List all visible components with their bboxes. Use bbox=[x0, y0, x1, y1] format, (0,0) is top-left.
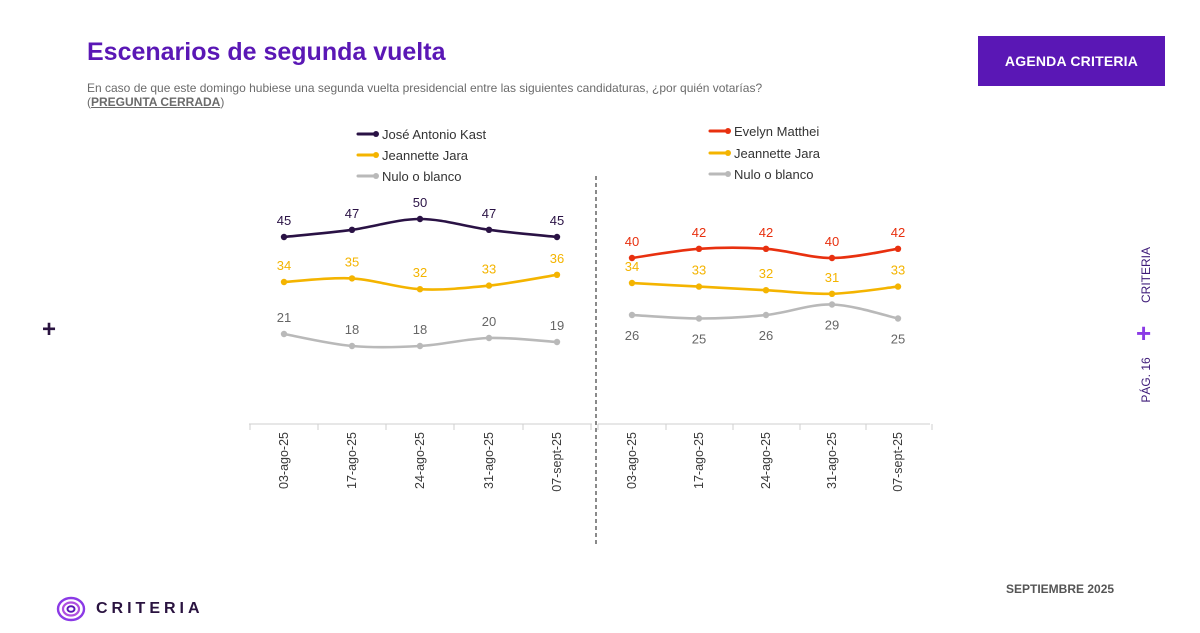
panel-2-series-1-data-label: 40 bbox=[625, 234, 639, 249]
panel-2-series-2-data-label: 33 bbox=[692, 263, 706, 278]
page-title: Escenarios de segunda vuelta bbox=[87, 38, 446, 66]
panel-2-legend-marker-1 bbox=[725, 128, 731, 134]
panel-1-series-2-point bbox=[553, 271, 561, 278]
panel-2-series-2-point bbox=[828, 290, 836, 297]
criteria-logo: CRITERIA bbox=[56, 596, 204, 622]
panel-2-series-1-data-label: 42 bbox=[891, 225, 905, 240]
panel-2-series-1-data-label: 42 bbox=[759, 225, 773, 240]
panel-1-series-3-data-label: 19 bbox=[550, 318, 564, 333]
panel-1-series-2-data-label: 35 bbox=[345, 254, 359, 269]
panel-1-series-2-point bbox=[416, 286, 424, 293]
panel-1-series-3-point bbox=[485, 334, 493, 342]
panel-2-legend-marker-3 bbox=[725, 171, 731, 177]
question-body: En caso de que este domingo hubiese una … bbox=[87, 81, 763, 95]
panel-1-x-tick-label: 17-ago-25 bbox=[345, 432, 359, 489]
panel-2-series-3-data-label: 26 bbox=[759, 328, 773, 343]
side-plus-icon: + bbox=[1136, 318, 1152, 348]
panel-2-series-3-data-label: 29 bbox=[825, 318, 839, 333]
panel-2-series-1-point bbox=[695, 245, 703, 252]
panel-2-series-2-data-label: 32 bbox=[759, 266, 773, 281]
panel-1-series-2-data-label: 33 bbox=[482, 262, 496, 277]
panel-1-x-tick-label: 03-ago-25 bbox=[277, 432, 291, 489]
panel-1-series-2-data-label: 32 bbox=[413, 265, 427, 280]
panel-2-x-tick-label: 17-ago-25 bbox=[692, 432, 706, 489]
panel-1-series-1-data-label: 47 bbox=[345, 206, 359, 221]
report-date: SEPTIEMBRE 2025 bbox=[1006, 582, 1115, 596]
panel-1-series-3-data-label: 18 bbox=[413, 322, 427, 337]
panel-1-x-tick-label: 07-sept-25 bbox=[550, 432, 564, 492]
panel-2-series-3-point bbox=[628, 311, 636, 319]
criteria-logo-icon bbox=[56, 596, 86, 622]
panel-1-legend-marker-2 bbox=[373, 152, 379, 158]
panel-2-series-3-data-label: 26 bbox=[625, 328, 639, 343]
panel-1-series-1-data-label: 47 bbox=[482, 206, 496, 221]
panel-1-legend-label-1: José Antonio Kast bbox=[382, 127, 486, 142]
panel-1-series-3-data-label: 20 bbox=[482, 314, 496, 329]
question-text: En caso de que este domingo hubiese una … bbox=[87, 81, 887, 109]
panel-1-legend-label-3: Nulo o blanco bbox=[382, 169, 462, 184]
panel-2-legend-label-2: Jeannette Jara bbox=[734, 146, 821, 161]
panel-1-series-2-point bbox=[280, 278, 288, 286]
panel-2-legend-label-3: Nulo o blanco bbox=[734, 167, 814, 182]
panel-1-series-2-data-label: 34 bbox=[277, 258, 291, 273]
panel-1-series-1-data-label: 45 bbox=[550, 213, 564, 228]
panel-2-series-2-data-label: 33 bbox=[891, 263, 905, 278]
question-note: (PREGUNTA CERRADA) bbox=[87, 95, 225, 109]
panel-2-series-3-point bbox=[828, 301, 836, 308]
panel-1-series-2-data-label: 36 bbox=[550, 251, 564, 266]
panel-1-series-1-point bbox=[485, 226, 493, 233]
panel-1-legend-marker-1 bbox=[373, 131, 379, 137]
panel-1-series-3-point bbox=[280, 330, 288, 338]
panel-2-series-3-data-label: 25 bbox=[891, 332, 905, 347]
panel-1-series-1-point bbox=[280, 233, 288, 241]
panel-1-legend-marker-3 bbox=[373, 173, 379, 179]
panel-1-series-3-point bbox=[416, 342, 424, 350]
panel-2-series-2-point bbox=[628, 279, 636, 287]
panel-1-series-1-data-label: 45 bbox=[277, 213, 291, 228]
panel-1-series-3-point bbox=[553, 338, 561, 346]
panel-1-x-tick-label: 24-ago-25 bbox=[413, 432, 427, 489]
panel-1-series-1-point bbox=[553, 233, 561, 241]
panel-2-series-1-point bbox=[894, 245, 902, 252]
panel-1-series-3-data-label: 18 bbox=[345, 322, 359, 337]
panel-2-series-3-point bbox=[894, 315, 902, 322]
panel-2-series-1-data-label: 40 bbox=[825, 234, 839, 249]
panel-1-series-3-point bbox=[348, 342, 356, 350]
panel-2-series-2-data-label: 34 bbox=[625, 259, 639, 274]
criteria-logo-text: CRITERIA bbox=[96, 600, 204, 617]
panel-1-series-1-data-label: 50 bbox=[413, 195, 427, 210]
panel-2-legend-label-1: Evelyn Matthei bbox=[734, 124, 819, 139]
panel-2-x-tick-label: 07-sept-25 bbox=[891, 432, 905, 492]
panel-2-legend-marker-2 bbox=[725, 150, 731, 156]
panel-1-series-3-data-label: 21 bbox=[277, 310, 291, 325]
panel-2-series-2-point bbox=[762, 287, 770, 294]
panel-1-series-1-point bbox=[348, 226, 356, 233]
panel-2-series-3-point bbox=[695, 315, 703, 322]
panel-2-series-2-point bbox=[695, 283, 703, 290]
panel-2-series-1-point bbox=[628, 254, 636, 262]
panel-2-x-tick-label: 24-ago-25 bbox=[759, 432, 773, 489]
panel-1-legend-label-2: Jeannette Jara bbox=[382, 148, 469, 163]
panel-2-series-1-point bbox=[762, 245, 770, 252]
panel-1-series-1-point bbox=[416, 215, 424, 223]
panel-1-series-2-point bbox=[485, 282, 493, 289]
panel-2-series-1-point bbox=[828, 254, 836, 262]
panel-2-series-2-data-label: 31 bbox=[825, 270, 839, 285]
panel-2-x-tick-label: 31-ago-25 bbox=[825, 432, 839, 489]
agenda-criteria-badge: AGENDA CRITERIA bbox=[978, 36, 1165, 86]
panel-2-series-2-point bbox=[894, 283, 902, 290]
panel-1-x-tick-label: 31-ago-25 bbox=[482, 432, 496, 489]
panel-2-series-3-data-label: 25 bbox=[692, 332, 706, 347]
panel-1-series-2-point bbox=[348, 275, 356, 282]
left-plus-icon: + bbox=[42, 316, 57, 343]
panel-2-x-tick-label: 03-ago-25 bbox=[625, 432, 639, 489]
panel-2-series-3-point bbox=[762, 311, 770, 319]
panel-2-series-1-data-label: 42 bbox=[692, 225, 706, 240]
